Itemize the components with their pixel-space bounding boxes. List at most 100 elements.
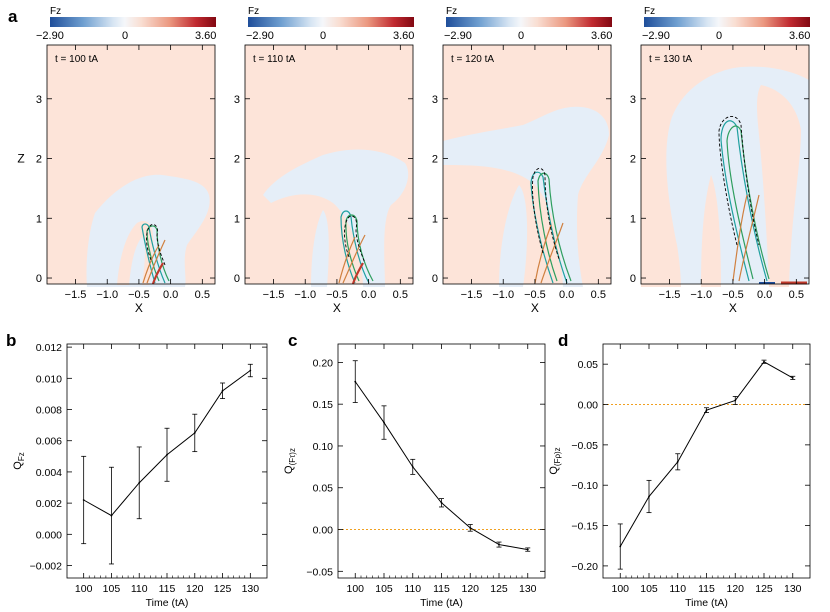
y-axis-label-main: Q: [548, 466, 560, 475]
contour-red: [351, 262, 364, 285]
x-axis-label: X: [531, 301, 539, 315]
x-tick-label: −1.5: [65, 289, 87, 301]
y-axis-label-subscript: (Fρ)z: [553, 447, 562, 466]
y-axis-label-subscript: Fz: [17, 452, 26, 461]
colorbar-mid-label: 0: [518, 30, 524, 42]
y-tick-label: −0.10: [571, 480, 598, 492]
sim-panel-3: t = 120 tA −1.5 −1.0 −0.5 0.0 0.5 X 0 1 2 3: [432, 44, 612, 315]
x-axis-label: Time (tA): [685, 597, 728, 609]
sim-panel-4: t = 130 tA −1.5 −1.0 −0.5 0.0 0.5 X 0 1 2 3: [630, 44, 810, 315]
contour-green: [537, 172, 572, 282]
panel-letter-b: b: [6, 331, 16, 350]
negative-fz-region: [129, 237, 146, 285]
x-tick-label: 0.0: [361, 289, 376, 301]
x-tick-label: −0.5: [128, 289, 150, 301]
colorbar-gradient: [446, 17, 612, 27]
data-point: [763, 360, 765, 363]
sim-axis: −1.5 −1.0 −0.5 0.0 0.5 X 0 1 2 3: [432, 45, 611, 315]
x-tick-label: 0.0: [163, 289, 178, 301]
data-point: [791, 376, 794, 379]
y-tick-label: 0.000: [36, 529, 62, 541]
y-tick-label: 0.20: [313, 357, 334, 369]
data-point: [676, 460, 679, 463]
colorbar-mid-label: 0: [716, 30, 722, 42]
x-tick-label: 0.5: [789, 289, 804, 301]
y-tick-label: 0.00: [578, 400, 599, 412]
y-tick-label: −0.05: [306, 566, 333, 578]
positive-fz-region: [701, 175, 721, 287]
data-point: [354, 380, 357, 383]
negative-fz-region: [311, 210, 329, 287]
y-tick-label: 0.004: [36, 467, 62, 479]
y-tick-label: 3: [36, 94, 42, 106]
data-point: [526, 548, 529, 551]
y-axis-label: Q(Fτ)z: [283, 448, 297, 474]
colorbar-min-label: −2.90: [246, 30, 274, 42]
y-tick-label: 0.012: [36, 342, 62, 354]
negative-fz-region: [499, 185, 528, 287]
y-axis-label-main: Q: [283, 465, 295, 474]
colorbar-gradient: [248, 17, 414, 27]
plot-frame: [46, 44, 216, 285]
negative-fz-region: [263, 149, 409, 287]
x-tick-label: −0.5: [722, 289, 744, 301]
data-point: [734, 399, 737, 402]
data-point: [82, 499, 85, 501]
y-tick-label: 1: [36, 213, 42, 225]
flux-rope-outline: [718, 116, 760, 246]
colorbar-gradient: [50, 17, 216, 27]
y-tick-label: 0.00: [313, 525, 334, 537]
data-point: [469, 526, 472, 529]
y-tick-label: 2: [234, 154, 240, 166]
y-tick-label: −0.15: [571, 521, 598, 533]
x-tick-label: 115: [698, 583, 715, 595]
contour-green: [146, 225, 170, 282]
x-axis-label: X: [135, 301, 143, 315]
contour-red: [151, 262, 164, 285]
colorbar-mid-label: 0: [122, 30, 128, 42]
y-tick-label: 0.05: [578, 359, 599, 371]
x-tick-label: 120: [461, 583, 479, 595]
y-tick-label: 0.05: [313, 483, 334, 495]
colorbar-max-label: 3.60: [393, 30, 414, 42]
y-axis-label: Q(Fρ)z: [548, 447, 562, 474]
y-tick-label: −0.05: [571, 440, 598, 452]
time-label: t = 110 tA: [253, 54, 296, 65]
y-tick-label: 0.008: [36, 405, 62, 417]
y-axis-label: QFz: [12, 452, 26, 469]
y-tick-label: 0: [234, 273, 240, 285]
data-point: [648, 495, 650, 498]
x-tick-label: −0.5: [524, 289, 546, 301]
colorbar-label: Fz: [50, 6, 61, 17]
plot-frame: [337, 343, 546, 579]
x-tick-label: 125: [214, 583, 232, 595]
x-tick-label: 105: [375, 583, 393, 595]
contour-teal: [340, 210, 370, 284]
data-point: [498, 543, 500, 546]
time-label: t = 100 tA: [55, 54, 98, 65]
y-tick-label: 0: [36, 273, 42, 285]
data-point: [619, 545, 622, 548]
chart-b: 100 105 110 115 120 125 130 Time (tA) −0.002 0.00…: [12, 342, 268, 609]
x-tick-label: 115: [159, 583, 176, 595]
y-tick-label: 2: [630, 154, 636, 166]
sim-panel-1: t = 100 tA −1.5 −1.0 −0.5 0.0 0.5 X 0 1 2 3 Z: [17, 44, 216, 315]
y-tick-label: 0.002: [36, 498, 62, 510]
colorbar-gradient: [644, 17, 810, 27]
colorbar-min-label: −2.90: [444, 30, 472, 42]
data-point: [411, 465, 414, 468]
y-tick-label: 0.006: [36, 436, 62, 448]
x-tick-label: 0.0: [559, 289, 574, 301]
sim-axis: −1.5 −1.0 −0.5 0.0 0.5 X 0 1 2 3: [630, 45, 809, 315]
data-point: [193, 432, 196, 434]
y-tick-label: 1: [630, 213, 636, 225]
y-tick-label: 0.15: [313, 399, 334, 411]
y-tick-label: 0: [432, 273, 438, 285]
colorbar-mid-label: 0: [320, 30, 326, 42]
sim-axis: −1.5 −1.0 −0.5 0.0 0.5 X 0 1 2 3: [234, 45, 413, 315]
x-tick-label: 110: [404, 583, 421, 595]
x-tick-label: 130: [242, 583, 260, 595]
data-point: [440, 501, 443, 504]
x-tick-label: −1.5: [263, 289, 285, 301]
contour-green: [726, 125, 770, 280]
